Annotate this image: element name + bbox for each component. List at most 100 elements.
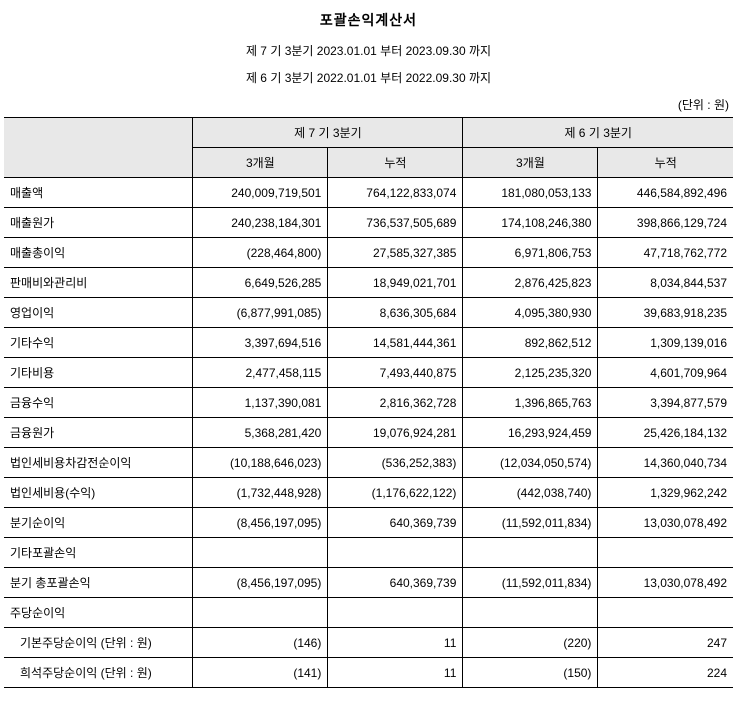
row-value: 398,866,129,724 — [598, 208, 733, 238]
row-value: 13,030,078,492 — [598, 508, 733, 538]
row-value: 18,949,021,701 — [328, 268, 463, 298]
table-row: 매출총이익(228,464,800)27,585,327,3856,971,80… — [4, 238, 733, 268]
row-value: 640,369,739 — [328, 568, 463, 598]
row-label: 금융원가 — [4, 418, 193, 448]
header-6-3m: 3개월 — [463, 148, 598, 178]
row-value: 16,293,924,459 — [463, 418, 598, 448]
row-value — [598, 538, 733, 568]
row-value: 2,876,425,823 — [463, 268, 598, 298]
row-value: 25,426,184,132 — [598, 418, 733, 448]
row-value: 240,009,719,501 — [193, 178, 328, 208]
row-value: 892,862,512 — [463, 328, 598, 358]
row-value: 4,095,380,930 — [463, 298, 598, 328]
header-period-7: 제 7 기 3분기 — [193, 118, 463, 148]
row-value: (146) — [193, 628, 328, 658]
row-value — [193, 538, 328, 568]
row-value: 446,584,892,496 — [598, 178, 733, 208]
row-value: 181,080,053,133 — [463, 178, 598, 208]
row-value: (12,034,050,574) — [463, 448, 598, 478]
row-value: 5,368,281,420 — [193, 418, 328, 448]
row-label: 분기순이익 — [4, 508, 193, 538]
table-row: 기타비용2,477,458,1157,493,440,8752,125,235,… — [4, 358, 733, 388]
row-value: (6,877,991,085) — [193, 298, 328, 328]
row-value: (10,188,646,023) — [193, 448, 328, 478]
row-value — [328, 538, 463, 568]
row-value: 4,601,709,964 — [598, 358, 733, 388]
table-row: 기본주당순이익 (단위 : 원)(146)11(220)247 — [4, 628, 733, 658]
table-row: 판매비와관리비6,649,526,28518,949,021,7012,876,… — [4, 268, 733, 298]
table-row: 희석주당순이익 (단위 : 원)(141)11(150)224 — [4, 658, 733, 688]
unit-label: (단위 : 원) — [4, 96, 733, 113]
row-value: 1,396,865,763 — [463, 388, 598, 418]
row-value: (220) — [463, 628, 598, 658]
income-statement-table: 제 7 기 3분기 제 6 기 3분기 3개월 누적 3개월 누적 매출액240… — [4, 117, 733, 688]
row-value: 6,649,526,285 — [193, 268, 328, 298]
row-value: 1,309,139,016 — [598, 328, 733, 358]
row-value: 39,683,918,235 — [598, 298, 733, 328]
row-value: 8,034,844,537 — [598, 268, 733, 298]
row-label: 법인세비용차감전순이익 — [4, 448, 193, 478]
header-7-3m: 3개월 — [193, 148, 328, 178]
row-label: 희석주당순이익 (단위 : 원) — [4, 658, 193, 688]
row-value: 13,030,078,492 — [598, 568, 733, 598]
row-label: 매출액 — [4, 178, 193, 208]
table-row: 매출원가240,238,184,301736,537,505,689174,10… — [4, 208, 733, 238]
row-value: 247 — [598, 628, 733, 658]
row-value: 1,137,390,081 — [193, 388, 328, 418]
row-value: 14,360,040,734 — [598, 448, 733, 478]
row-value: (1,732,448,928) — [193, 478, 328, 508]
row-value: 47,718,762,772 — [598, 238, 733, 268]
row-label: 법인세비용(수익) — [4, 478, 193, 508]
row-value: (228,464,800) — [193, 238, 328, 268]
row-value: 174,108,246,380 — [463, 208, 598, 238]
header-period-6: 제 6 기 3분기 — [463, 118, 733, 148]
row-value — [463, 538, 598, 568]
row-value: (141) — [193, 658, 328, 688]
row-value: 19,076,924,281 — [328, 418, 463, 448]
table-row: 금융수익1,137,390,0812,816,362,7281,396,865,… — [4, 388, 733, 418]
period-line-2: 제 6 기 3분기 2022.01.01 부터 2022.09.30 까지 — [4, 69, 733, 86]
row-label: 매출원가 — [4, 208, 193, 238]
row-label: 분기 총포괄손익 — [4, 568, 193, 598]
table-row: 주당순이익 — [4, 598, 733, 628]
row-value — [463, 598, 598, 628]
row-value: (8,456,197,095) — [193, 508, 328, 538]
table-row: 법인세비용(수익)(1,732,448,928)(1,176,622,122)(… — [4, 478, 733, 508]
row-label: 기타포괄손익 — [4, 538, 193, 568]
row-label: 기타수익 — [4, 328, 193, 358]
row-label: 주당순이익 — [4, 598, 193, 628]
row-value: 8,636,305,684 — [328, 298, 463, 328]
table-row: 영업이익(6,877,991,085)8,636,305,6844,095,38… — [4, 298, 733, 328]
row-value: 3,397,694,516 — [193, 328, 328, 358]
row-value: 6,971,806,753 — [463, 238, 598, 268]
row-value: 11 — [328, 658, 463, 688]
row-value: (442,038,740) — [463, 478, 598, 508]
row-value: (1,176,622,122) — [328, 478, 463, 508]
row-value — [193, 598, 328, 628]
table-row: 분기순이익(8,456,197,095)640,369,739(11,592,0… — [4, 508, 733, 538]
row-value: 736,537,505,689 — [328, 208, 463, 238]
row-value: 2,816,362,728 — [328, 388, 463, 418]
table-row: 매출액240,009,719,501764,122,833,074181,080… — [4, 178, 733, 208]
row-value — [598, 598, 733, 628]
page-title: 포괄손익계산서 — [4, 10, 733, 30]
row-label: 기본주당순이익 (단위 : 원) — [4, 628, 193, 658]
header-6-acc: 누적 — [598, 148, 733, 178]
row-value: 11 — [328, 628, 463, 658]
row-value: (8,456,197,095) — [193, 568, 328, 598]
header-7-acc: 누적 — [328, 148, 463, 178]
row-value: 2,125,235,320 — [463, 358, 598, 388]
period-line-1: 제 7 기 3분기 2023.01.01 부터 2023.09.30 까지 — [4, 42, 733, 59]
row-value: 1,329,962,242 — [598, 478, 733, 508]
row-label: 기타비용 — [4, 358, 193, 388]
row-value: 14,581,444,361 — [328, 328, 463, 358]
row-label: 판매비와관리비 — [4, 268, 193, 298]
row-value: (536,252,383) — [328, 448, 463, 478]
row-value: 640,369,739 — [328, 508, 463, 538]
row-value — [328, 598, 463, 628]
row-value: (11,592,011,834) — [463, 568, 598, 598]
row-value: 2,477,458,115 — [193, 358, 328, 388]
row-value: (150) — [463, 658, 598, 688]
row-value: (11,592,011,834) — [463, 508, 598, 538]
table-row: 법인세비용차감전순이익(10,188,646,023)(536,252,383)… — [4, 448, 733, 478]
